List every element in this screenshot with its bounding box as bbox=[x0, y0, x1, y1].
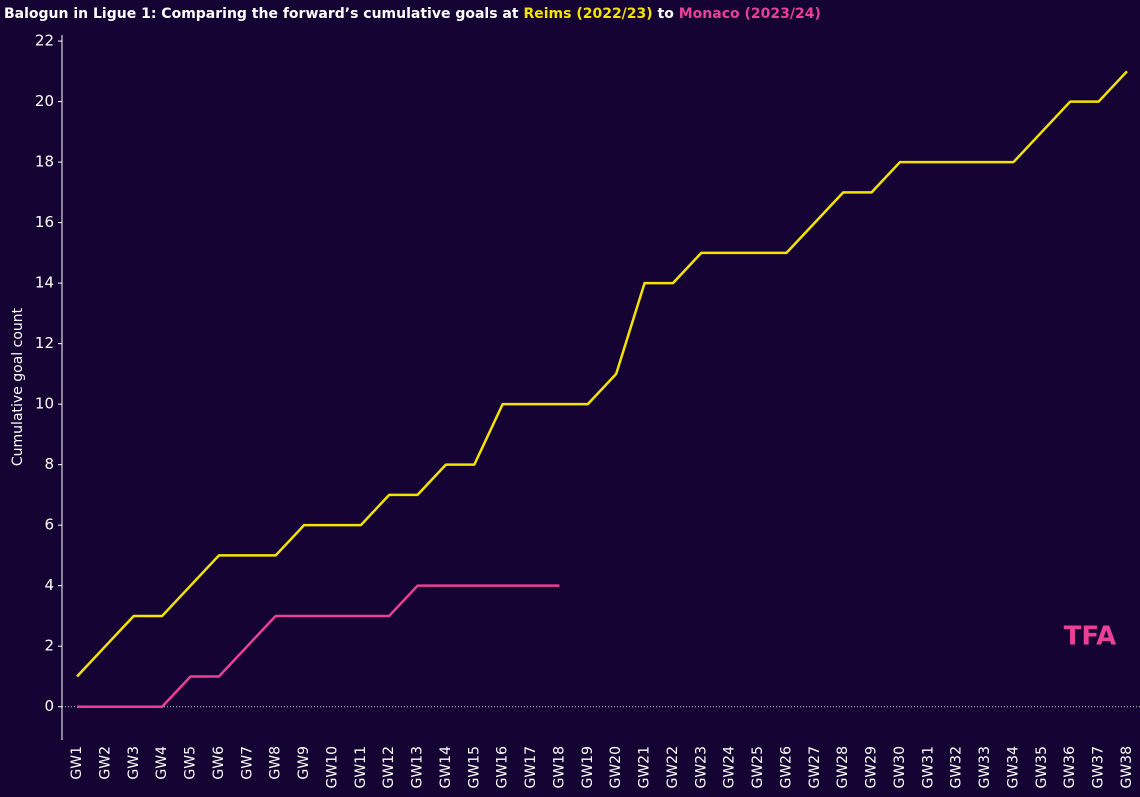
x-tick-label: GW19 bbox=[580, 746, 596, 789]
x-tick-label: GW38 bbox=[1119, 746, 1135, 789]
y-tick-label: 22 bbox=[35, 32, 54, 50]
y-axis-label: Cumulative goal count bbox=[10, 307, 26, 466]
x-tick-label: GW9 bbox=[296, 746, 312, 780]
x-tick-label: GW25 bbox=[750, 746, 766, 789]
x-tick-label: GW11 bbox=[353, 746, 369, 789]
watermark: TFA bbox=[1064, 622, 1117, 652]
title-part: Reims (2022/23) bbox=[523, 6, 652, 22]
x-tick-label: GW34 bbox=[1005, 746, 1021, 789]
y-tick-label: 18 bbox=[35, 153, 54, 171]
x-tick-label: GW5 bbox=[183, 746, 199, 780]
y-tick-label: 0 bbox=[44, 697, 54, 715]
x-tick-label: GW36 bbox=[1062, 746, 1078, 789]
y-tick-label: 2 bbox=[44, 637, 54, 655]
x-tick-label: GW21 bbox=[637, 746, 653, 789]
x-tick-label: GW13 bbox=[410, 746, 426, 789]
x-tick-label: GW30 bbox=[892, 746, 908, 789]
x-tick-label: GW4 bbox=[154, 746, 170, 780]
y-tick-label: 20 bbox=[35, 92, 54, 110]
x-tick-label: GW8 bbox=[268, 746, 284, 780]
x-tick-label: GW37 bbox=[1091, 746, 1107, 789]
x-tick-label: GW7 bbox=[239, 746, 255, 780]
x-tick-label: GW18 bbox=[551, 746, 567, 789]
x-tick-label: GW17 bbox=[523, 746, 539, 789]
y-tick-label: 16 bbox=[35, 213, 54, 231]
x-tick-label: GW32 bbox=[949, 746, 965, 789]
x-tick-label: GW14 bbox=[438, 746, 454, 789]
chart-title: Balogun in Ligue 1: Comparing the forwar… bbox=[4, 6, 821, 22]
x-tick-label: GW6 bbox=[211, 746, 227, 780]
title-part: Monaco (2023/24) bbox=[679, 6, 821, 22]
x-tick-label: GW26 bbox=[778, 746, 794, 789]
x-tick-label: GW24 bbox=[722, 746, 738, 789]
y-tick-label: 12 bbox=[35, 334, 54, 352]
title-part: to bbox=[653, 6, 679, 22]
x-tick-label: GW16 bbox=[495, 746, 511, 789]
x-tick-label: GW2 bbox=[97, 746, 113, 780]
x-tick-label: GW28 bbox=[835, 746, 851, 789]
title-part: Balogun in Ligue 1: Comparing the forwar… bbox=[4, 6, 523, 22]
x-tick-label: GW27 bbox=[807, 746, 823, 789]
x-tick-label: GW35 bbox=[1034, 746, 1050, 789]
series-line bbox=[76, 70, 1128, 678]
y-tick-label: 4 bbox=[44, 576, 54, 594]
series-line bbox=[77, 584, 560, 708]
y-tick-label: 14 bbox=[35, 274, 54, 292]
x-tick-label: GW29 bbox=[864, 746, 880, 789]
x-tick-label: GW23 bbox=[693, 746, 709, 789]
y-tick-label: 6 bbox=[44, 516, 54, 534]
y-tick-label: 8 bbox=[44, 455, 54, 473]
x-tick-label: GW10 bbox=[324, 746, 340, 789]
x-tick-label: GW15 bbox=[466, 746, 482, 789]
x-tick-label: GW1 bbox=[69, 746, 85, 780]
x-tick-label: GW31 bbox=[920, 746, 936, 789]
y-tick-label: 10 bbox=[35, 395, 54, 413]
x-tick-label: GW22 bbox=[665, 746, 681, 789]
x-tick-label: GW12 bbox=[381, 746, 397, 789]
x-tick-label: GW33 bbox=[977, 746, 993, 789]
x-tick-label: GW20 bbox=[608, 746, 624, 789]
x-tick-label: GW3 bbox=[126, 746, 142, 780]
